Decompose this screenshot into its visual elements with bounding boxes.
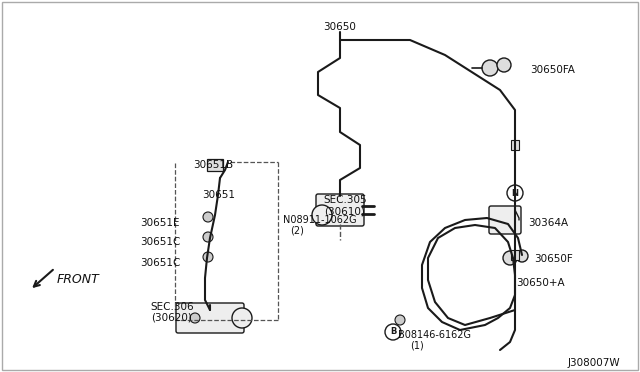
Text: SEC.306: SEC.306 <box>150 302 194 312</box>
Text: B08146-6162G: B08146-6162G <box>398 330 471 340</box>
Bar <box>207 159 223 171</box>
Text: N08911-1062G: N08911-1062G <box>283 215 356 225</box>
Circle shape <box>507 185 523 201</box>
Text: (2): (2) <box>290 225 304 235</box>
FancyBboxPatch shape <box>176 303 244 333</box>
Text: 30651: 30651 <box>202 190 235 200</box>
Text: (30620): (30620) <box>152 313 193 323</box>
Bar <box>511 140 519 150</box>
Circle shape <box>203 232 213 242</box>
Circle shape <box>385 324 401 340</box>
Text: 30650FA: 30650FA <box>530 65 575 75</box>
Text: J308007W: J308007W <box>568 358 620 368</box>
FancyBboxPatch shape <box>316 194 364 226</box>
Text: FRONT: FRONT <box>57 273 100 286</box>
Text: 30650F: 30650F <box>534 254 573 264</box>
Text: (1): (1) <box>410 341 424 351</box>
Text: 30650: 30650 <box>324 22 356 32</box>
Text: N: N <box>511 189 518 198</box>
Circle shape <box>203 212 213 222</box>
Circle shape <box>312 205 332 225</box>
FancyBboxPatch shape <box>489 206 521 234</box>
Text: (30610): (30610) <box>324 206 365 216</box>
Circle shape <box>395 315 405 325</box>
Text: 30651C: 30651C <box>140 237 180 247</box>
Text: 30650+A: 30650+A <box>516 278 564 288</box>
Circle shape <box>203 252 213 262</box>
Bar <box>511 250 519 260</box>
Text: 30651B: 30651B <box>193 160 233 170</box>
Circle shape <box>190 313 200 323</box>
Text: SEC.305: SEC.305 <box>323 195 367 205</box>
Circle shape <box>503 251 517 265</box>
Text: 30364A: 30364A <box>528 218 568 228</box>
Circle shape <box>497 58 511 72</box>
Text: 30651E: 30651E <box>140 218 179 228</box>
Text: B: B <box>390 327 396 337</box>
Text: 30651C: 30651C <box>140 258 180 268</box>
Circle shape <box>482 60 498 76</box>
Circle shape <box>516 250 528 262</box>
Circle shape <box>232 308 252 328</box>
